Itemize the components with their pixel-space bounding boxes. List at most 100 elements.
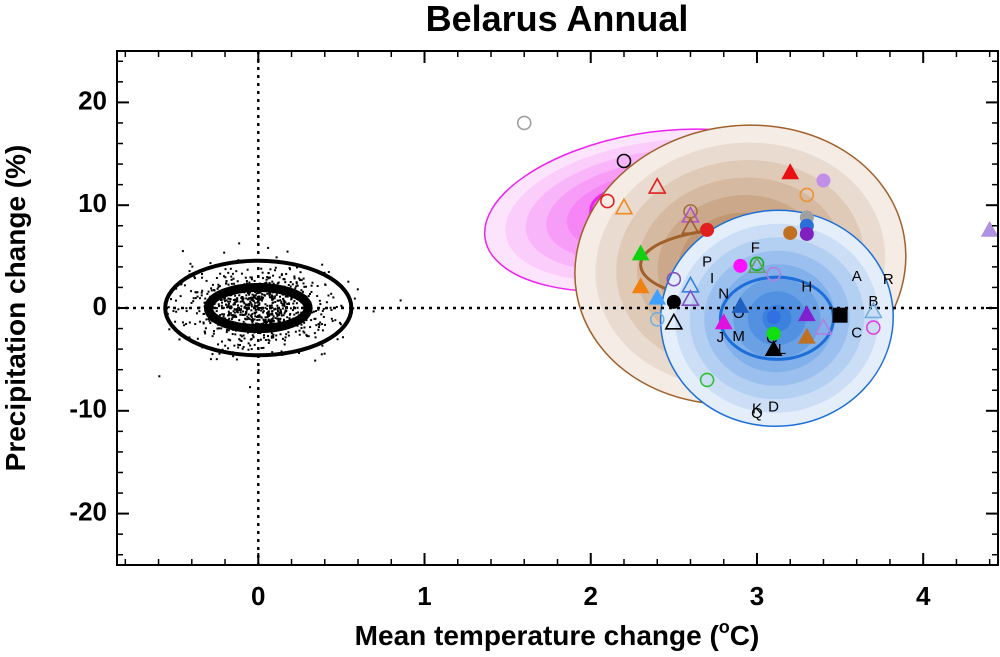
noise-dot <box>270 336 273 339</box>
noise-dot <box>192 300 195 303</box>
noise-dot <box>245 303 248 306</box>
noise-dot <box>320 353 323 356</box>
noise-dot <box>224 344 227 347</box>
noise-dot <box>248 304 251 307</box>
noise-dot <box>244 276 247 279</box>
model-letter: P <box>702 254 712 271</box>
noise-dot <box>198 310 201 313</box>
noise-dot <box>263 336 266 339</box>
noise-dot <box>216 287 219 290</box>
noise-dot <box>206 292 209 295</box>
noise-dot <box>329 306 332 309</box>
noise-dot <box>158 375 161 378</box>
noise-dot <box>219 313 222 316</box>
noise-dot <box>254 315 257 318</box>
noise-dot <box>262 322 265 325</box>
noise-dot <box>224 268 227 271</box>
noise-dot <box>253 295 256 298</box>
noise-dot <box>286 302 289 305</box>
noise-dot <box>262 277 265 280</box>
noise-dot <box>271 310 274 313</box>
noise-dot <box>223 313 226 316</box>
model-letter: H <box>801 278 812 295</box>
noise-dot <box>225 282 228 285</box>
noise-dot <box>242 334 245 337</box>
noise-dot <box>260 316 263 319</box>
noise-dot <box>209 262 212 265</box>
noise-dot <box>236 311 239 314</box>
noise-dot <box>283 339 286 342</box>
noise-dot <box>303 321 306 324</box>
noise-dot <box>303 331 306 334</box>
noise-dot <box>293 275 296 278</box>
noise-dot <box>274 317 277 320</box>
noise-dot <box>275 293 278 296</box>
noise-dot <box>249 386 252 389</box>
noise-dot <box>284 281 287 284</box>
noise-dot <box>241 313 244 316</box>
marker-triangle <box>714 313 733 330</box>
noise-dot <box>330 317 333 320</box>
noise-dot <box>249 314 252 317</box>
noise-dot <box>277 321 280 324</box>
noise-dot <box>233 303 236 306</box>
noise-dot <box>317 308 320 311</box>
x-tick-label: 2 <box>584 581 598 611</box>
noise-dot <box>251 312 254 315</box>
noise-dot <box>177 308 180 311</box>
noise-dot <box>271 313 274 316</box>
noise-dot <box>231 316 234 319</box>
noise-dot <box>234 333 237 336</box>
noise-dot <box>327 294 330 297</box>
noise-dot <box>254 322 257 325</box>
noise-dot <box>284 336 287 339</box>
noise-dot <box>274 295 277 298</box>
noise-dot <box>264 318 267 321</box>
noise-dot <box>215 276 218 279</box>
noise-dot <box>272 282 275 285</box>
noise-dot <box>220 327 223 330</box>
noise-dot <box>254 294 257 297</box>
noise-dot <box>242 297 245 300</box>
noise-dot <box>211 335 214 338</box>
noise-dot <box>238 294 241 297</box>
noise-dot <box>175 310 178 313</box>
noise-dot <box>266 335 269 338</box>
model-letter: B <box>868 293 878 310</box>
noise-dot <box>305 333 308 336</box>
noise-dot <box>237 346 240 349</box>
x-tick-label: 3 <box>750 581 764 611</box>
noise-dot <box>248 291 251 294</box>
noise-dot <box>338 321 341 324</box>
noise-dot <box>290 296 293 299</box>
noise-dot <box>225 303 228 306</box>
noise-dot <box>280 350 283 353</box>
noise-dot <box>264 320 267 323</box>
noise-dot <box>279 318 282 321</box>
noise-dot <box>232 277 235 280</box>
noise-dot <box>240 296 243 299</box>
x-tick-label: 0 <box>251 581 265 611</box>
noise-dot <box>259 306 262 309</box>
noise-dot <box>251 293 254 296</box>
noise-dot <box>277 299 280 302</box>
noise-dot <box>242 345 245 348</box>
noise-dot <box>334 319 337 322</box>
noise-dot <box>284 310 287 313</box>
noise-dot <box>265 278 268 281</box>
noise-dot <box>310 290 313 293</box>
noise-dot <box>203 330 206 333</box>
noise-dot <box>239 309 242 312</box>
noise-dot <box>276 310 279 313</box>
noise-dot <box>223 251 226 254</box>
noise-dot <box>260 299 263 302</box>
noise-dot <box>231 333 234 336</box>
noise-dot <box>270 318 273 321</box>
noise-dot <box>250 278 253 281</box>
noise-dot <box>280 300 283 303</box>
noise-dot <box>289 312 292 315</box>
noise-dot <box>227 297 230 300</box>
noise-dot <box>260 309 263 312</box>
noise-dot <box>218 352 221 355</box>
noise-dot <box>239 344 242 347</box>
